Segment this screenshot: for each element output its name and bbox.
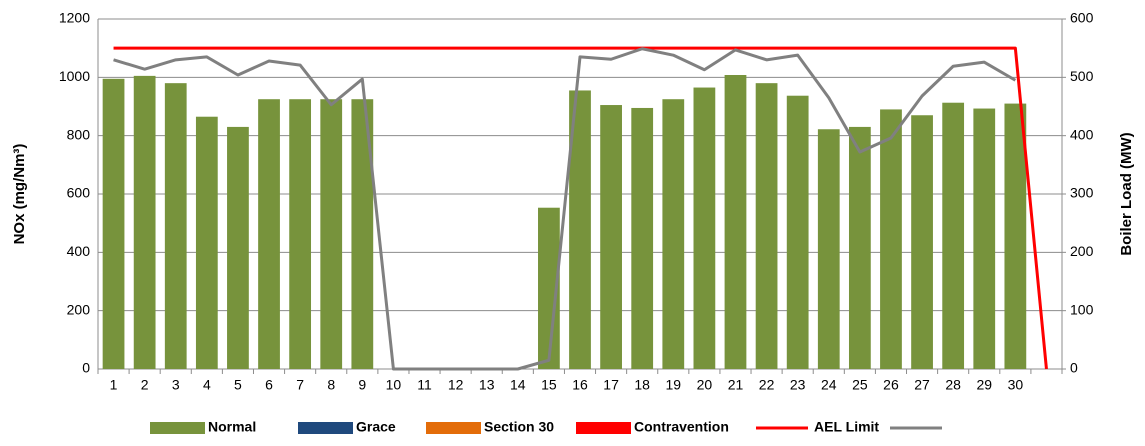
x-tick-label: 29 — [976, 377, 992, 393]
bar — [1004, 103, 1027, 369]
bar — [164, 83, 187, 370]
bar — [133, 75, 156, 369]
x-tick-label: 18 — [634, 377, 650, 393]
x-tick-label: 21 — [728, 377, 744, 393]
legend-swatch — [150, 422, 205, 434]
bar — [724, 75, 747, 369]
bar — [973, 108, 996, 370]
bar — [911, 115, 933, 369]
x-tick-label: 30 — [1008, 377, 1024, 393]
y-tick-label: 1000 — [59, 68, 90, 84]
x-tick-label: 23 — [790, 377, 806, 393]
x-tick-label: 28 — [945, 377, 961, 393]
bar — [848, 126, 871, 370]
x-tick-label: 24 — [821, 377, 837, 393]
bar — [351, 99, 374, 369]
x-tick-label: 13 — [479, 377, 495, 393]
x-tick-label: 19 — [666, 377, 682, 393]
x-tick-label: 8 — [327, 377, 335, 393]
bar — [320, 99, 343, 369]
x-tick-label: 2 — [141, 377, 149, 393]
x-tick-label: 9 — [358, 377, 366, 393]
bar — [693, 87, 716, 370]
y-tick-label: 400 — [67, 243, 91, 259]
y2-tick-label: 400 — [1070, 126, 1094, 142]
y2-tick-label: 500 — [1070, 68, 1094, 84]
bar — [102, 78, 125, 370]
legend-text: Contravention — [634, 419, 729, 435]
bar — [755, 83, 778, 370]
bar — [195, 116, 218, 369]
bar — [600, 105, 622, 370]
bar — [786, 95, 809, 369]
line — [113, 46, 1048, 370]
x-tick-label: 10 — [386, 377, 402, 393]
x-tick-label: 11 — [417, 377, 432, 393]
x-tick-label: 3 — [172, 377, 180, 393]
x-tick-label: 26 — [883, 377, 899, 393]
y-tick-label: 0 — [82, 360, 90, 376]
line — [113, 47, 1017, 371]
legend-text: AEL Limit — [814, 419, 879, 435]
legend-text: Grace — [356, 419, 396, 435]
bar — [942, 102, 965, 369]
bar — [569, 90, 591, 369]
x-tick-label: 17 — [603, 377, 619, 393]
legend-text: Section 30 — [484, 419, 554, 435]
y2-tick-label: 100 — [1070, 301, 1094, 317]
x-tick-label: 20 — [697, 377, 713, 393]
legend-text: Normal — [208, 419, 256, 435]
legend-swatch — [426, 422, 481, 434]
y2-tick-label: 300 — [1070, 185, 1094, 201]
x-tick-label: 27 — [914, 377, 930, 393]
bar — [258, 99, 280, 369]
bar — [227, 126, 249, 370]
x-tick-label: 6 — [265, 377, 273, 393]
x-tick-label: 7 — [296, 377, 304, 393]
x-tick-label: 16 — [572, 377, 588, 393]
y-tick-label: 200 — [67, 301, 91, 317]
y2-tick-label: 200 — [1070, 243, 1094, 259]
x-tick-label: 22 — [759, 377, 775, 393]
y-tick-label: 600 — [67, 185, 91, 201]
bar — [880, 109, 902, 370]
x-tick-label: 1 — [110, 377, 118, 393]
y2-axis-title: Boiler Load (MW) — [1118, 132, 1135, 255]
y-tick-label: 1200 — [59, 10, 90, 26]
y2-tick-label: 600 — [1070, 10, 1094, 26]
legend-swatch — [298, 422, 353, 434]
bar — [538, 207, 560, 369]
x-tick-label: 12 — [448, 377, 464, 393]
bar — [662, 99, 685, 369]
bar — [631, 107, 654, 369]
x-tick-label: 15 — [541, 377, 557, 393]
y-axis-title: NOx (mg/Nm³) — [11, 144, 28, 245]
x-tick-label: 14 — [510, 377, 526, 393]
x-tick-label: 5 — [234, 377, 242, 393]
bar — [817, 129, 840, 369]
x-tick-label: 25 — [852, 377, 868, 393]
x-tick-label: 4 — [203, 377, 211, 393]
bar — [289, 99, 312, 369]
legend-swatch — [576, 422, 631, 434]
y2-tick-label: 0 — [1070, 360, 1078, 376]
y-tick-label: 800 — [67, 126, 91, 142]
